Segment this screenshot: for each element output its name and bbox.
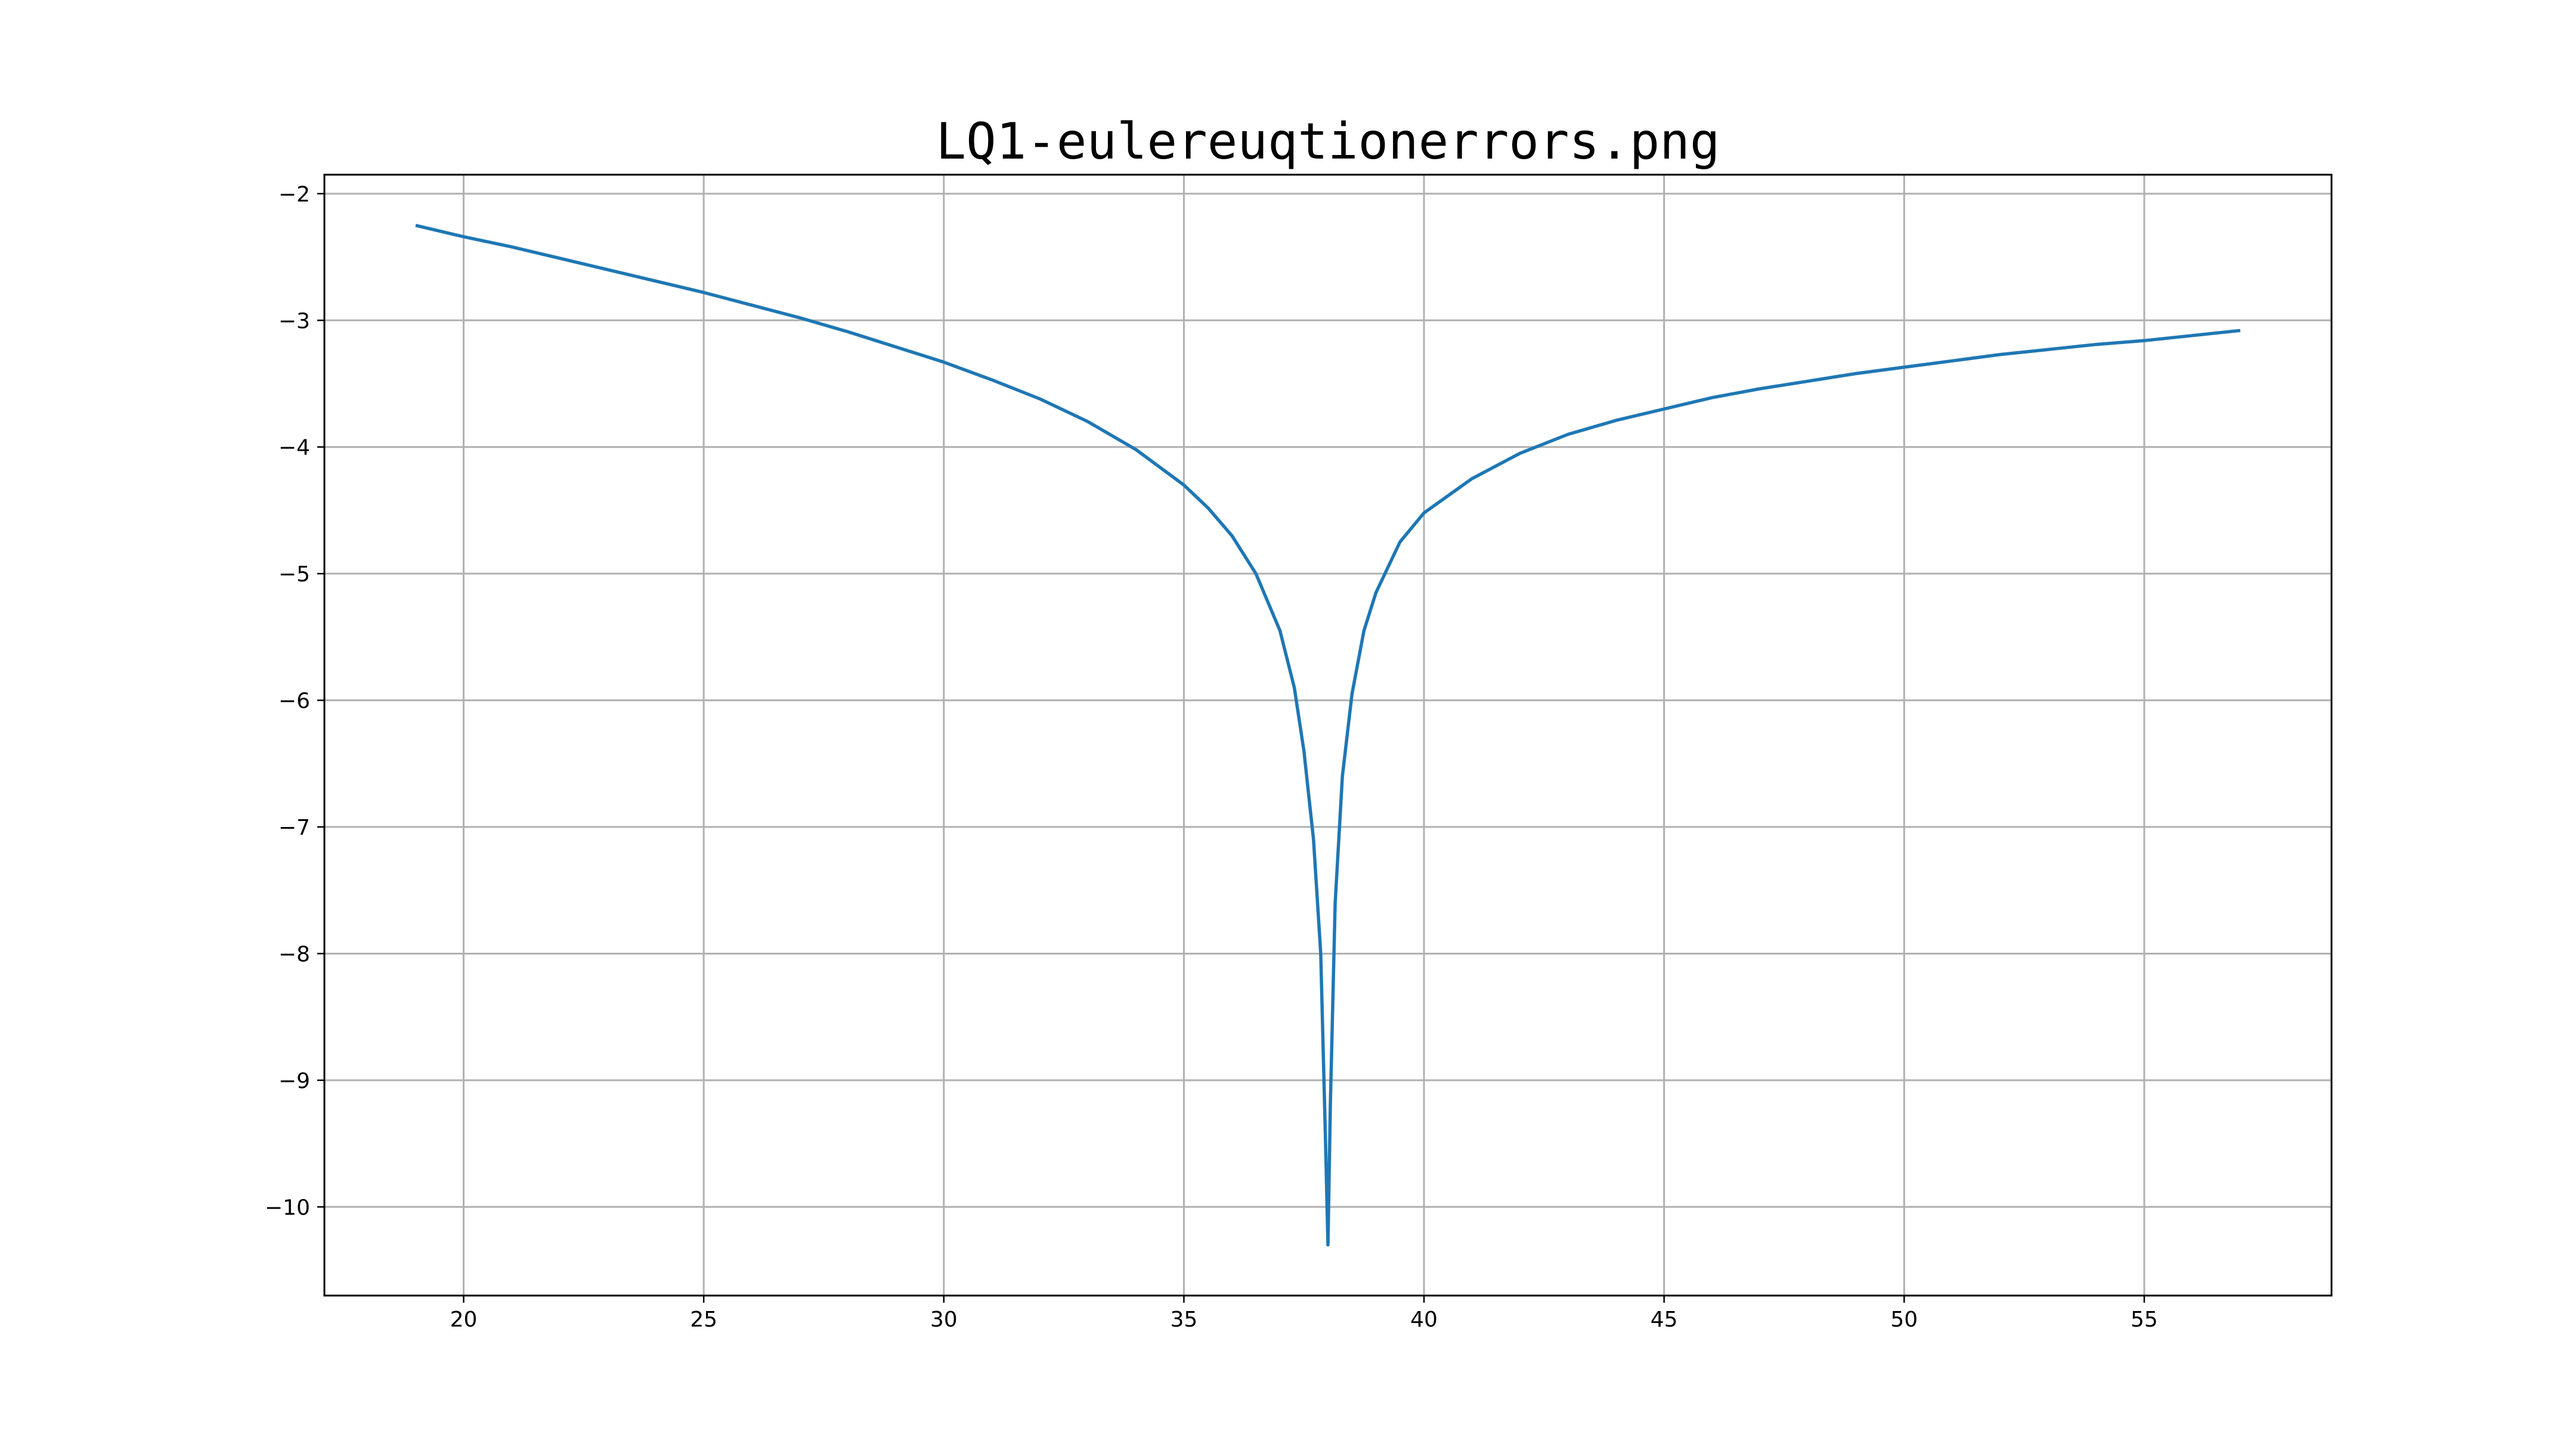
x-tick-label: 45 bbox=[1651, 1307, 1678, 1332]
x-tick-label: 25 bbox=[690, 1307, 717, 1332]
y-tick-label: −7 bbox=[278, 816, 310, 840]
y-tick-label: −10 bbox=[265, 1195, 310, 1220]
chart-title: LQ1-eulereuqtionerrors.png bbox=[936, 112, 1720, 171]
x-tick-label: 55 bbox=[2131, 1307, 2158, 1332]
axis-ticks bbox=[317, 193, 2145, 1303]
series-line bbox=[415, 224, 2241, 1247]
y-tick-label: −8 bbox=[278, 942, 310, 966]
axes-frame bbox=[323, 173, 2333, 1297]
y-tick-label: −6 bbox=[278, 689, 310, 714]
tick-labels: 20 25 30 35 40 45 50 55 −2 −3 −4 −5 −6 −7 −8 −9 −10 bbox=[265, 182, 2158, 1332]
series-layer bbox=[415, 224, 2241, 1247]
plot-area-background bbox=[324, 175, 2332, 1296]
y-tick-label: −5 bbox=[278, 562, 310, 587]
y-tick-label: −2 bbox=[278, 182, 310, 207]
x-tick-label: 30 bbox=[930, 1307, 958, 1332]
y-tick-label: −4 bbox=[278, 436, 310, 460]
x-tick-label: 20 bbox=[450, 1307, 478, 1332]
x-tick-label: 35 bbox=[1171, 1307, 1198, 1332]
x-tick-label: 40 bbox=[1410, 1307, 1438, 1332]
y-tick-label: −9 bbox=[278, 1069, 310, 1093]
y-tick-label: −3 bbox=[278, 309, 310, 333]
x-tick-label: 50 bbox=[1890, 1307, 1918, 1332]
